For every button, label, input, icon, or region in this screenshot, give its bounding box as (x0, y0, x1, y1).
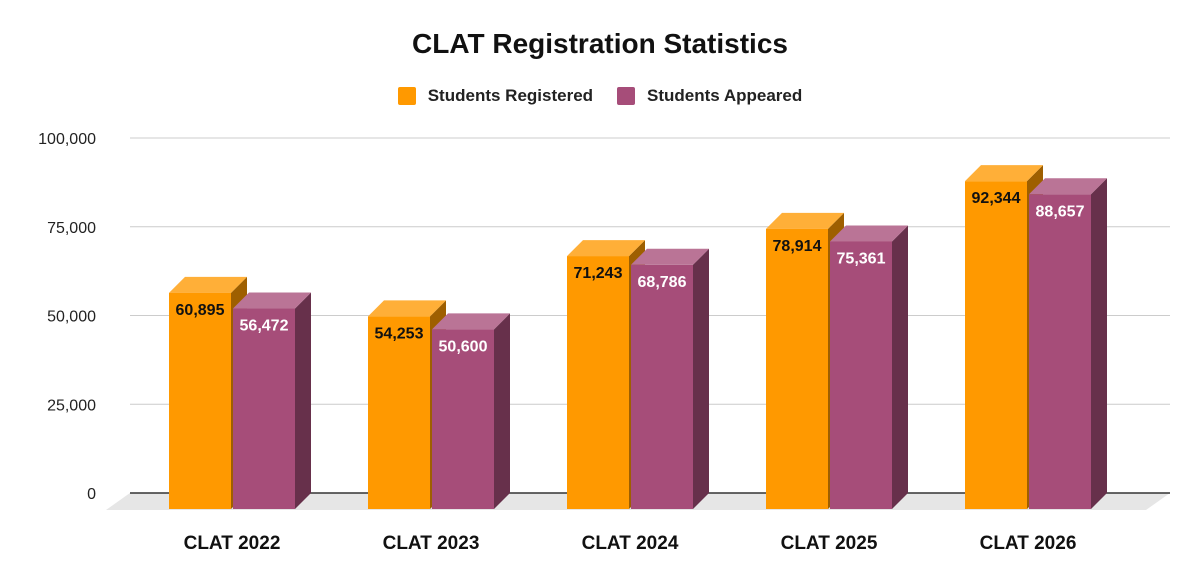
bar (368, 316, 430, 509)
data-label: 54,253 (375, 325, 424, 342)
bar (233, 308, 295, 509)
data-label: 78,914 (773, 238, 822, 255)
bar-top (432, 313, 510, 330)
bar-top (1029, 178, 1107, 195)
x-tick-label: CLAT 2026 (980, 533, 1077, 554)
bar-side (693, 248, 709, 509)
y-tick-label: 0 (87, 486, 96, 503)
x-tick-label: CLAT 2024 (582, 533, 679, 554)
bar-top (766, 212, 844, 229)
legend-item-registered: Students Registered (397, 86, 594, 106)
bar-top (169, 276, 247, 293)
y-tick-label: 75,000 (47, 220, 96, 237)
bar-side (1091, 178, 1107, 510)
data-label: 50,600 (439, 338, 488, 355)
legend-swatch-appeared (617, 87, 636, 105)
legend: Students Registered Students Appeared (0, 86, 1200, 106)
chart-title: CLAT Registration Statistics (412, 28, 788, 59)
data-label: 92,344 (972, 190, 1021, 207)
bar (432, 329, 494, 509)
y-tick-label: 50,000 (47, 309, 96, 326)
legend-swatch-registered (397, 87, 416, 105)
bar-top (567, 240, 645, 257)
data-label: 56,472 (240, 318, 289, 335)
x-tick-label: CLAT 2023 (383, 533, 480, 554)
bar-top (368, 300, 446, 317)
bar (631, 264, 693, 509)
bar-side (494, 313, 510, 509)
data-label: 75,361 (837, 250, 886, 267)
x-tick-label: CLAT 2025 (781, 533, 878, 554)
legend-item-appeared: Students Appeared (617, 86, 802, 106)
data-label: 60,895 (176, 302, 225, 319)
bar-top (965, 165, 1043, 182)
data-label: 88,657 (1036, 203, 1085, 220)
bar-top (233, 292, 311, 309)
y-tick-label: 25,000 (47, 397, 96, 414)
bar (169, 292, 231, 509)
bar-top (631, 248, 709, 265)
data-label: 71,243 (574, 265, 623, 282)
legend-label-registered: Students Registered (427, 86, 594, 105)
y-tick-label: 100,000 (38, 131, 96, 148)
bar (567, 256, 629, 509)
bar (1029, 194, 1091, 510)
bar (766, 228, 828, 510)
bar-side (892, 225, 908, 509)
bar-top (830, 225, 908, 242)
legend-label-appeared: Students Appeared (647, 86, 803, 105)
bar-side (295, 292, 311, 509)
data-label: 68,786 (638, 274, 687, 291)
bar (965, 181, 1027, 509)
x-tick-label: CLAT 2022 (184, 533, 281, 554)
bar (830, 241, 892, 509)
